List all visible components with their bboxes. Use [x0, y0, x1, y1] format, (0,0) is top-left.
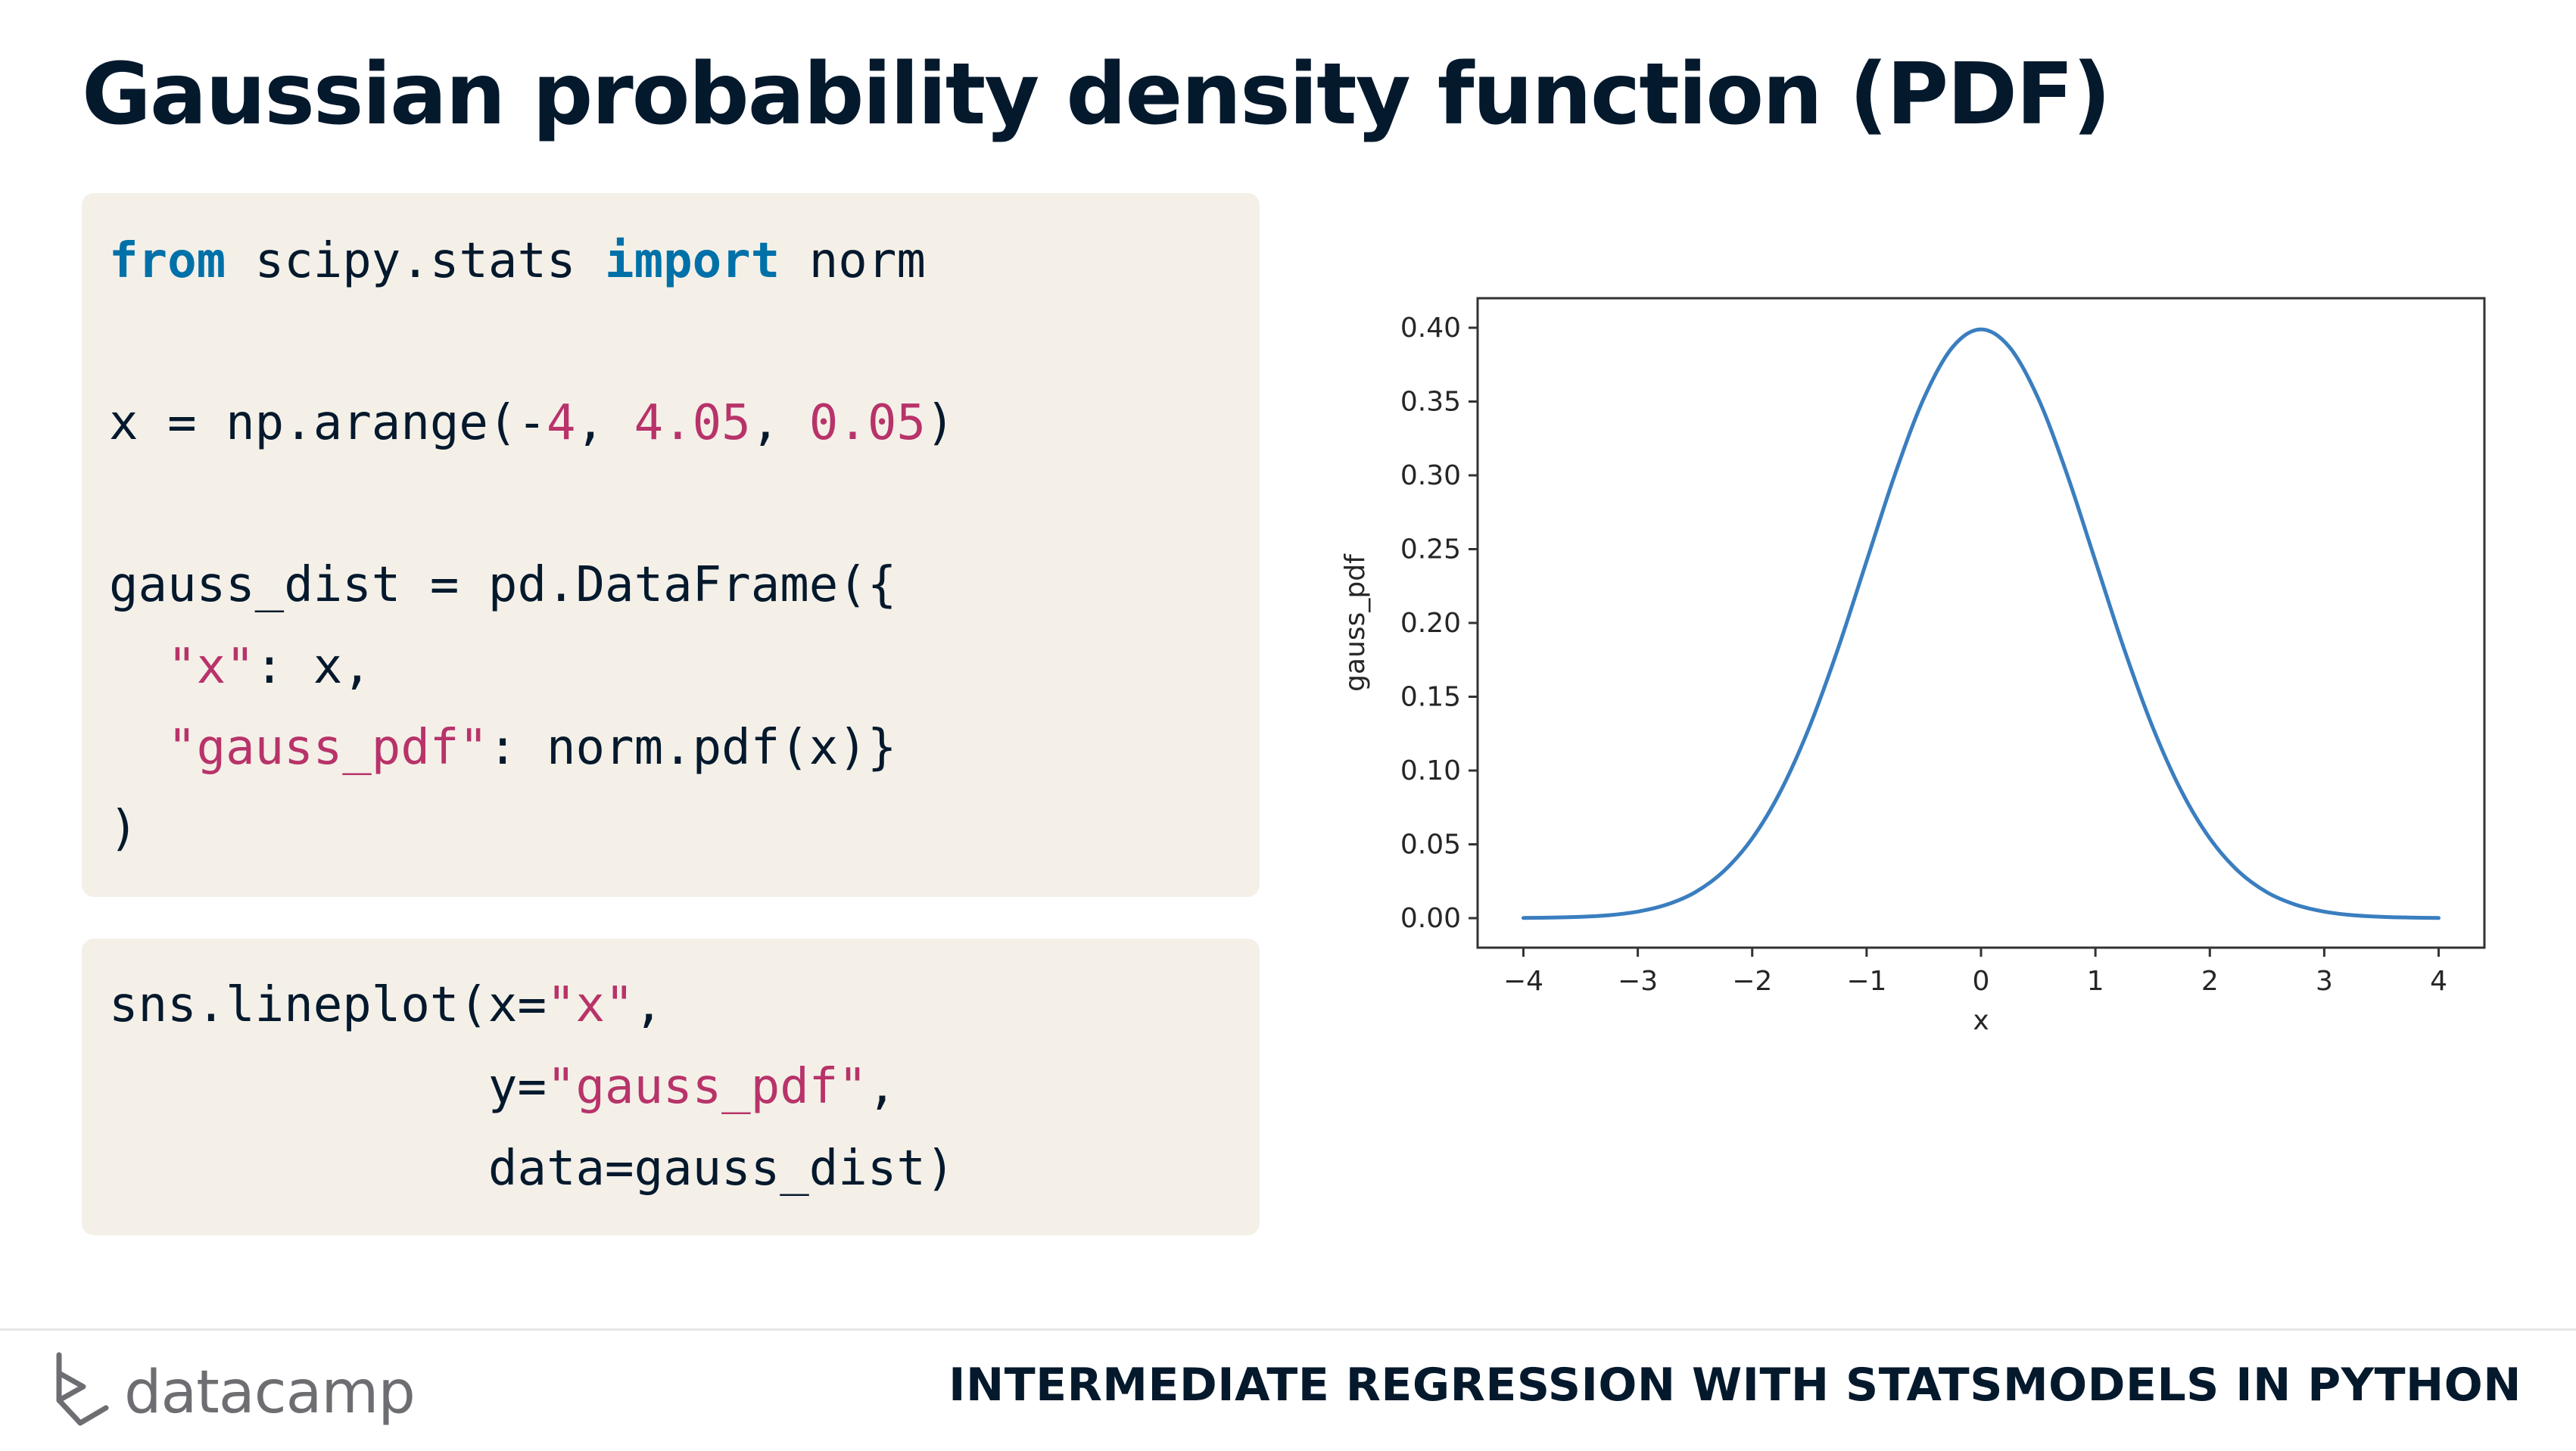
code-string: "gauss_pdf"	[167, 720, 488, 776]
code-string: "gauss_pdf"	[546, 1059, 867, 1115]
y-axis: 0.00 0.05 0.10 0.15 0.20 0.25 0.30 0.35 0.40	[1400, 313, 1478, 934]
code-line: "x": x,	[109, 643, 372, 691]
y-tick-label: 0.05	[1400, 830, 1461, 861]
code-string: "x"	[546, 977, 634, 1033]
code-text: ,	[867, 1059, 897, 1115]
code-indent	[109, 639, 167, 695]
datacamp-logo: datacamp	[51, 1349, 445, 1432]
x-tick-label: −1	[1846, 966, 1886, 997]
slide-title: Gaussian probability density function (P…	[82, 45, 2111, 144]
code-keyword: from	[109, 233, 226, 289]
code-text: ,	[750, 395, 809, 451]
y-tick-label: 0.35	[1400, 387, 1461, 418]
gauss-pdf-line	[1522, 327, 2441, 920]
code-indent	[109, 1141, 488, 1197]
gauss-pdf-chart: 0.00 0.05 0.10 0.15 0.20 0.25 0.30 0.35 0.40 −4−…	[1332, 280, 2498, 1060]
code-line: y="gauss_pdf",	[109, 1063, 896, 1111]
x-tick-label: −2	[1732, 966, 1772, 997]
code-text: sns.lineplot(x=	[109, 977, 547, 1033]
y-tick-label: 0.30	[1400, 460, 1461, 491]
y-tick-label: 0.25	[1400, 534, 1461, 565]
datacamp-logo-icon	[56, 1352, 109, 1426]
code-line: data=gauss_dist)	[109, 1144, 955, 1193]
y-tick-label: 0.00	[1400, 903, 1461, 934]
x-tick-label: 0	[1973, 966, 1990, 997]
x-tick-label: −3	[1618, 966, 1658, 997]
code-number: 4	[546, 395, 576, 451]
y-tick-label: 0.40	[1400, 313, 1461, 344]
code-text: : norm.pdf(x)}	[487, 720, 897, 776]
code-line: x = np.arange(-4, 4.05, 0.05)	[109, 399, 955, 447]
y-tick-label: 0.20	[1400, 608, 1461, 639]
y-tick-label: 0.10	[1400, 755, 1461, 786]
x-tick-label: 4	[2430, 966, 2447, 997]
chart-canvas: 0.000.050.100.150.200.250.300.350.40 −4−…	[1340, 297, 2486, 1036]
code-string: "x"	[167, 639, 255, 695]
code-block-imports: from scipy.stats import norm x = np.aran…	[82, 193, 1260, 897]
code-text: ,	[575, 395, 634, 451]
code-block-plot: sns.lineplot(x="x", y="gauss_pdf", data=…	[82, 939, 1260, 1235]
code-line: from scipy.stats import norm	[109, 237, 926, 285]
code-indent	[109, 1059, 488, 1115]
code-text: x = np.arange(-	[109, 395, 547, 451]
code-keyword: import	[605, 233, 780, 289]
y-axis-label: gauss_pdf	[1340, 553, 1371, 692]
code-text: data=gauss_dist)	[487, 1141, 955, 1197]
datacamp-wordmark: datacamp	[124, 1359, 415, 1427]
code-indent	[109, 720, 167, 776]
x-tick-label: 2	[2201, 966, 2219, 997]
x-tick-label: 3	[2316, 966, 2333, 997]
plot-area	[1476, 297, 2486, 949]
code-text: : x,	[254, 639, 372, 695]
code-number: 0.05	[808, 395, 926, 451]
code-line: "gauss_pdf": norm.pdf(x)}	[109, 724, 896, 772]
x-tick-label: 1	[2087, 966, 2104, 997]
code-text: ,	[634, 977, 664, 1033]
code-line: sns.lineplot(x="x",	[109, 981, 663, 1029]
code-number: 4.05	[634, 395, 751, 451]
code-line: )	[109, 801, 139, 857]
footer-divider	[0, 1328, 2576, 1331]
code-text: scipy.stats	[226, 233, 606, 289]
course-title: INTERMEDIATE REGRESSION WITH STATSMODELS…	[948, 1359, 2521, 1412]
x-tick-label: −4	[1503, 966, 1543, 997]
x-axis: −4 −3 −2 −1 0 1 2 3 4	[1503, 948, 2447, 997]
code-text: y=	[487, 1059, 547, 1115]
y-tick-label: 0.15	[1400, 682, 1461, 713]
code-text: norm	[780, 233, 926, 289]
x-axis-label: x	[1973, 1005, 1989, 1036]
code-line: gauss_dist = pd.DataFrame({	[109, 557, 897, 613]
code-text: )	[925, 395, 955, 451]
